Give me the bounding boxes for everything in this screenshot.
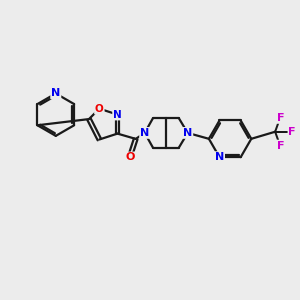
Text: N: N xyxy=(215,152,224,162)
Text: F: F xyxy=(277,113,285,123)
Text: F: F xyxy=(289,127,296,137)
Text: O: O xyxy=(126,152,135,163)
Text: N: N xyxy=(51,88,60,98)
Text: N: N xyxy=(140,128,149,138)
Text: F: F xyxy=(277,141,285,151)
Text: N: N xyxy=(183,128,192,138)
Text: N: N xyxy=(113,110,122,120)
Text: O: O xyxy=(95,104,104,114)
